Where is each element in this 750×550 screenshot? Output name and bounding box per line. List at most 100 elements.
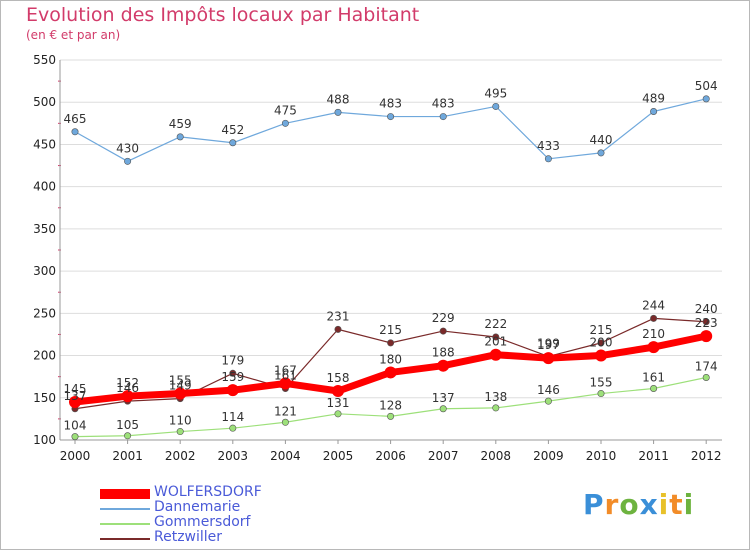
x-tick-label: 2010: [586, 449, 617, 463]
data-label: 104: [64, 419, 87, 433]
data-point: [439, 327, 447, 335]
data-label: 152: [116, 376, 139, 390]
data-label: 483: [432, 97, 455, 111]
data-point: [492, 404, 500, 412]
chart-title: Evolution des Impôts locaux par Habitant: [26, 4, 420, 26]
data-point: [229, 369, 237, 377]
y-tick-label: 550: [33, 53, 56, 67]
data-point: [334, 108, 342, 116]
data-point: [595, 349, 607, 362]
data-label: 114: [221, 410, 244, 424]
x-tick-label: 2004: [270, 449, 301, 463]
data-label: 215: [379, 323, 402, 337]
logo-letter: P: [583, 488, 605, 521]
data-point: [439, 113, 447, 121]
data-point: [71, 433, 79, 441]
data-point: [281, 418, 289, 426]
data-label: 167: [274, 363, 297, 377]
legend-swatch: [100, 538, 150, 540]
x-tick-label: 2002: [165, 449, 196, 463]
data-point: [176, 428, 184, 436]
data-point: [69, 396, 81, 408]
data-point: [121, 390, 134, 403]
data-label: 121: [274, 404, 297, 418]
data-label: 231: [327, 309, 350, 323]
data-point: [334, 325, 342, 333]
data-point: [702, 374, 710, 382]
data-label: 244: [642, 298, 665, 312]
logo-letter: o: [619, 488, 640, 521]
proxiti-logo: Proxiti: [583, 488, 694, 521]
data-point: [174, 387, 187, 400]
data-label: 200: [590, 336, 613, 350]
data-point: [544, 155, 552, 163]
data-point: [71, 128, 79, 136]
data-point: [492, 333, 500, 341]
data-point: [492, 102, 500, 110]
data-label: 137: [64, 389, 87, 403]
data-label: 158: [327, 371, 350, 385]
data-label: 149: [169, 379, 192, 393]
data-label: 199: [537, 336, 560, 350]
data-label: 155: [169, 374, 192, 388]
data-label: 465: [64, 112, 87, 126]
data-point: [597, 390, 605, 398]
data-point: [544, 397, 552, 405]
data-label: 483: [379, 97, 402, 111]
data-point: [437, 359, 450, 372]
data-label: 223: [695, 316, 718, 330]
chart-subtitle: (en € et par an): [26, 28, 121, 42]
x-tick-label: 2006: [375, 449, 406, 463]
data-label: 128: [379, 398, 402, 412]
data-label: 433: [537, 139, 560, 153]
x-tick-label: 2011: [638, 449, 669, 463]
legend-swatch: [100, 489, 150, 499]
data-label: 440: [590, 133, 613, 147]
legend-label: Retzwiller: [154, 529, 223, 545]
logo-letter: t: [669, 488, 684, 521]
data-label: 159: [221, 370, 244, 384]
data-label: 489: [642, 92, 665, 106]
data-label: 430: [116, 141, 139, 155]
data-label: 495: [484, 86, 507, 100]
data-label: 215: [590, 323, 613, 337]
y-tick-label: 450: [33, 137, 56, 151]
y-tick-label: 100: [33, 433, 56, 447]
data-label: 488: [327, 92, 350, 106]
data-point: [387, 113, 395, 121]
data-label: 504: [695, 79, 718, 93]
data-label: 229: [432, 311, 455, 325]
data-label: 138: [484, 390, 507, 404]
data-label: 105: [116, 418, 139, 432]
data-point: [226, 384, 239, 397]
data-point: [229, 424, 237, 432]
data-label: 179: [221, 353, 244, 367]
data-point: [650, 108, 658, 116]
legend-label: WOLFERSDORF: [154, 484, 262, 500]
y-tick-label: 500: [33, 95, 56, 109]
logo-letter: i: [683, 488, 695, 521]
y-tick-label: 150: [33, 391, 56, 405]
x-tick-label: 2000: [60, 449, 91, 463]
legend-item: Gommersdorf: [100, 514, 360, 531]
data-label: 131: [327, 396, 350, 410]
data-point: [702, 95, 710, 103]
data-label: 161: [274, 368, 297, 382]
x-tick-label: 2003: [218, 449, 249, 463]
data-label: 452: [221, 123, 244, 137]
data-label: 110: [169, 414, 192, 428]
legend-label: Gommersdorf: [154, 514, 251, 530]
y-tick-label: 200: [33, 349, 56, 363]
data-point: [647, 341, 660, 354]
data-point: [281, 119, 289, 127]
data-point: [124, 157, 132, 165]
legend: WOLFERSDORF Dannemarie Gommersdorf Retzwill…: [100, 484, 360, 546]
data-point: [439, 405, 447, 413]
data-label: 210: [642, 327, 665, 341]
data-label: 475: [274, 103, 297, 117]
data-point: [489, 348, 502, 361]
legend-swatch: [100, 508, 150, 510]
data-label: 155: [590, 376, 613, 390]
